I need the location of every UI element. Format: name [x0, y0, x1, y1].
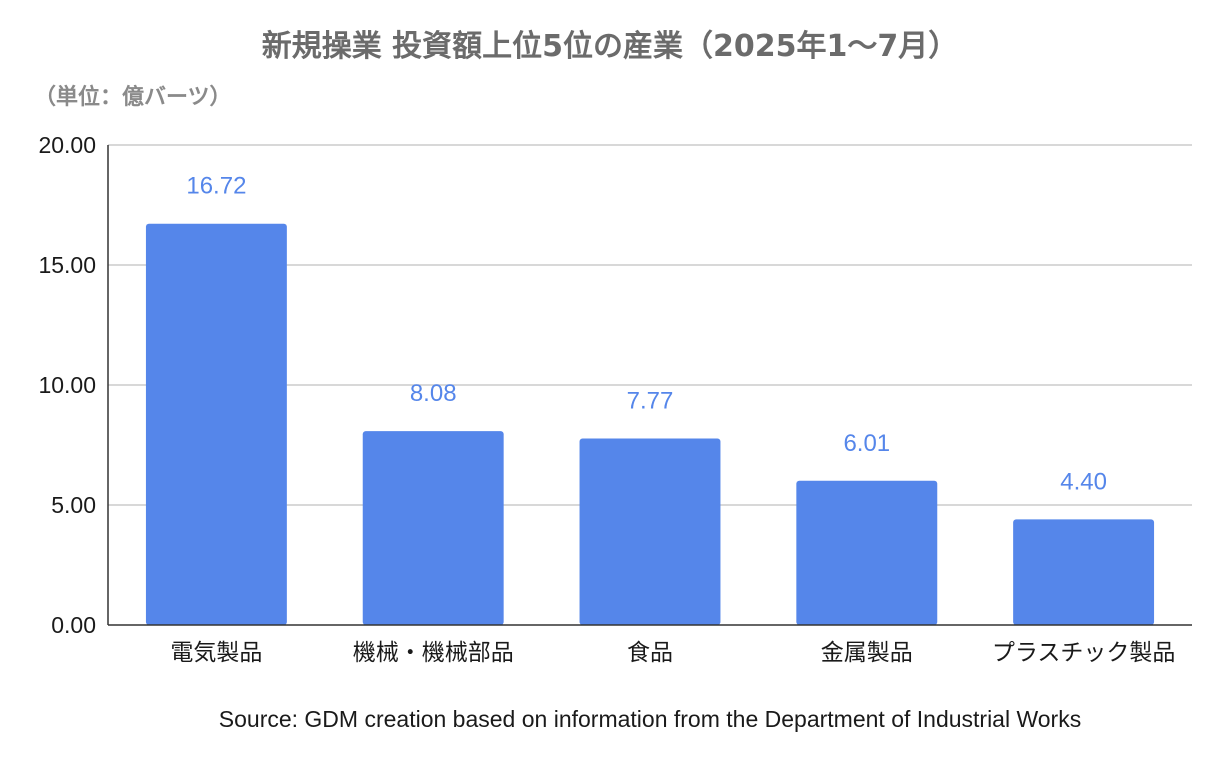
- data-label: 7.77: [627, 388, 674, 415]
- x-tick-label: 機械・機械部品: [353, 640, 514, 666]
- data-label: 6.01: [843, 430, 890, 457]
- source-note: Source: GDM creation based on informatio…: [219, 706, 1081, 732]
- data-label: 8.08: [410, 380, 457, 407]
- unit-label: （単位：億バーツ）: [34, 84, 232, 110]
- data-label: 4.40: [1060, 468, 1107, 495]
- data-labels: 16.72 8.08 7.77 6.01 4.40: [186, 173, 1107, 496]
- chart-title: 新規操業 投資額上位5位の産業（2025年1〜7月）: [262, 29, 959, 64]
- y-tick-label: 5.00: [51, 492, 96, 518]
- y-tick-label: 0.00: [51, 612, 96, 638]
- bar: [145, 223, 287, 625]
- y-tick-label: 20.00: [38, 132, 96, 158]
- axes: 0.00 5.00 10.00 15.00 20.00 電気製品 機械・機械部品 食品 金属製品…: [38, 132, 1192, 666]
- y-tick-label: 15.00: [38, 252, 96, 278]
- bar: [1013, 519, 1155, 625]
- y-tick-label: 10.00: [38, 372, 96, 398]
- x-tick-label: 食品: [627, 640, 673, 666]
- bar: [362, 431, 504, 625]
- bar: [796, 480, 938, 625]
- x-tick-label: プラスチック製品: [992, 640, 1176, 666]
- bars: [145, 223, 1155, 625]
- x-tick-label: 金属製品: [821, 640, 913, 666]
- bar: [579, 438, 721, 625]
- data-label: 16.72: [186, 173, 246, 200]
- x-tick-label: 電気製品: [170, 640, 262, 666]
